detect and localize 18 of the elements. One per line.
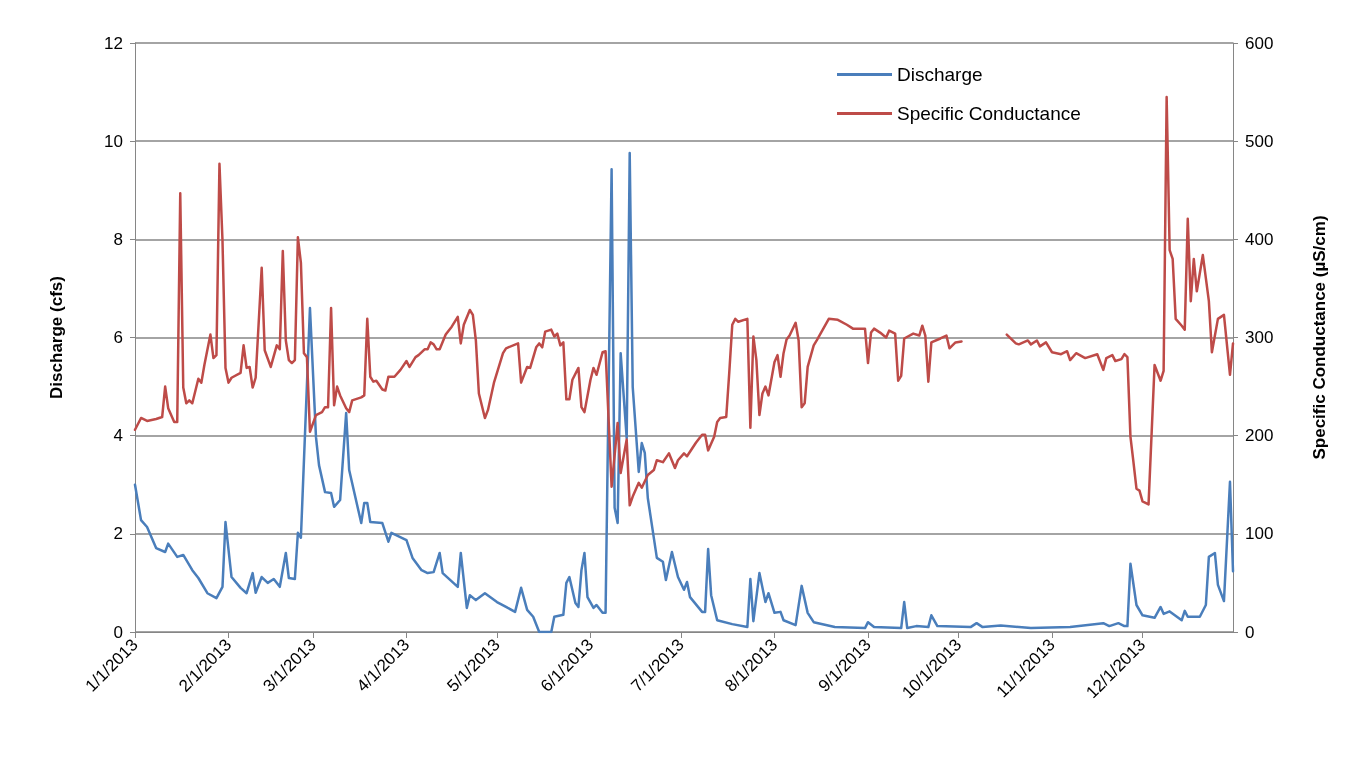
y2-axis-title: Specific Conductance (µS/cm) (1310, 215, 1329, 460)
y-tick-label: 2 (113, 524, 123, 544)
y-tick-label: 0 (113, 622, 123, 642)
y2-tick-label: 600 (1245, 33, 1274, 53)
y-axis-title: Discharge (cfs) (47, 276, 66, 399)
y-tick-label: 8 (113, 229, 123, 249)
y2-tick-label: 400 (1245, 229, 1274, 249)
y-tick-label: 6 (113, 328, 123, 347)
legend-label: Specific Conductance (897, 103, 1081, 124)
y2-tick-label: 0 (1245, 622, 1255, 642)
y2-tick-label: 500 (1245, 131, 1274, 151)
y-tick-label: 12 (104, 33, 123, 53)
y2-tick-label: 100 (1245, 524, 1274, 544)
legend-label: Discharge (897, 64, 983, 85)
y-tick-label: 4 (113, 426, 123, 446)
y2-tick-label: 300 (1245, 328, 1274, 347)
y2-tick-label: 200 (1245, 426, 1274, 446)
y-tick-label: 10 (104, 131, 123, 151)
